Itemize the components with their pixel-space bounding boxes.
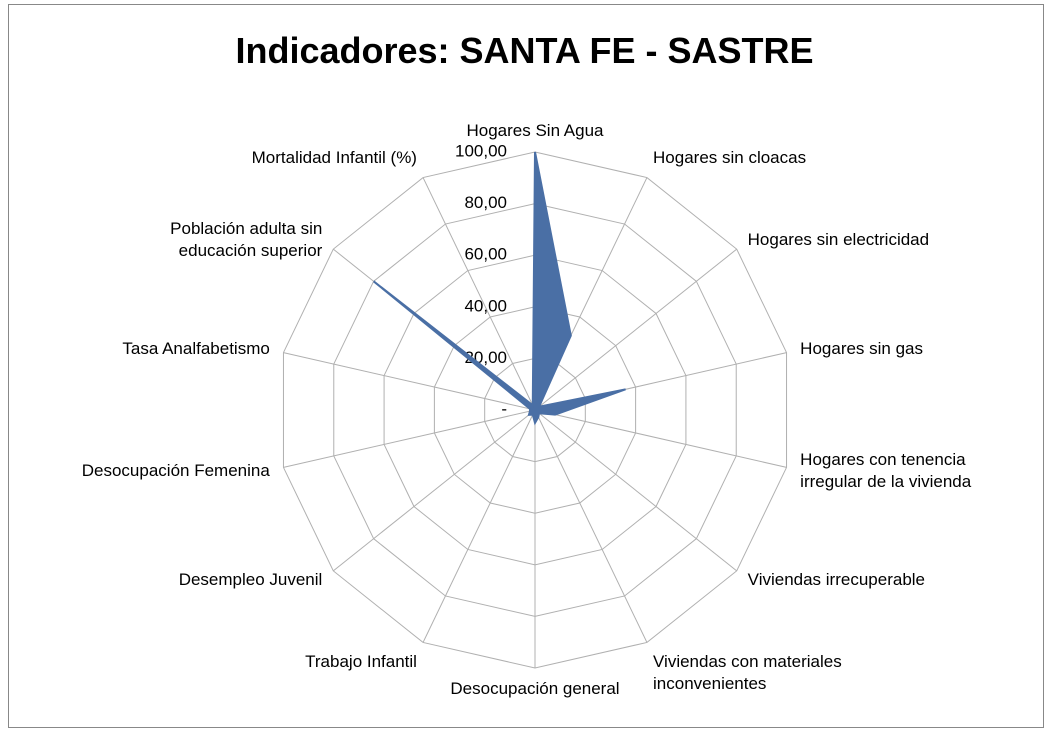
spoke [534,248,738,411]
spoke [283,352,536,411]
category-label: Hogares sin electricidad [747,230,930,250]
spoke [534,409,738,572]
category-label: Desocupación Femenina [81,460,270,480]
spoke [534,409,787,468]
category-label: Hogares sin gas [800,339,924,359]
r-tick-label: 40,00 [464,296,507,315]
category-label: Hogares sin cloacas [653,147,807,167]
r-tick-label: 60,00 [464,245,507,264]
category-label: Viviendas con materiales inconvenientes [653,652,842,694]
radar-area [372,151,626,426]
spoke [422,177,536,411]
spoke [534,409,648,643]
category-label: Tasa Analfabetismo [122,339,270,359]
grid-ring [433,306,637,514]
r-tick-label: 100,00 [455,141,507,160]
spoke [422,409,536,643]
chart-frame [8,4,1044,728]
category-label: Desocupación general [450,679,620,698]
category-label: Desempleo Juvenil [178,569,323,589]
category-label: Hogares Sin Agua [466,121,604,140]
spoke [332,409,536,572]
r-tick-label: 80,00 [464,193,507,212]
grid-ring [333,203,737,617]
chart-title: Indicadores: SANTA FE - SASTRE [235,30,814,71]
grid-ring [484,357,586,463]
category-label: Hogares con tenencia irregular de la viv… [800,449,972,491]
grid-ring [383,254,687,566]
r-tick-label: - [501,399,507,418]
category-label: Población adulta sin educación superior [170,219,323,261]
category-label: Trabajo Infantil [305,652,417,672]
grid-ring [282,151,788,669]
category-label: Viviendas irrecuperable [747,569,926,589]
spoke [283,409,536,468]
category-label: Mortalidad Infantil (%) [251,147,417,167]
